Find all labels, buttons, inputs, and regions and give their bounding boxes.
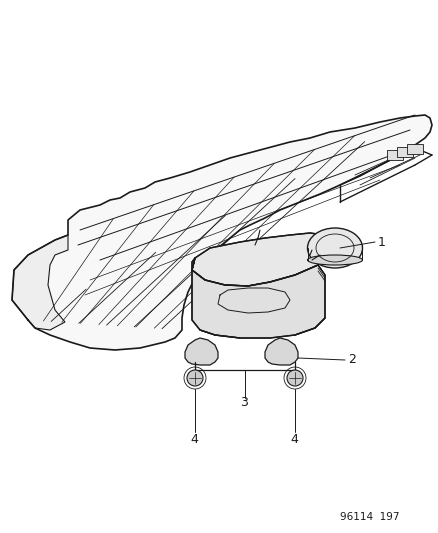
- Ellipse shape: [307, 228, 362, 268]
- Bar: [406, 144, 422, 154]
- Circle shape: [286, 370, 302, 386]
- Bar: [396, 147, 412, 157]
- Bar: [386, 150, 402, 160]
- Polygon shape: [265, 338, 297, 365]
- Text: 1: 1: [377, 237, 385, 249]
- Text: 96114  197: 96114 197: [339, 512, 399, 522]
- Polygon shape: [12, 235, 68, 330]
- Circle shape: [187, 370, 202, 386]
- Polygon shape: [12, 115, 431, 350]
- Text: 4: 4: [290, 433, 297, 447]
- Polygon shape: [191, 233, 331, 286]
- Polygon shape: [184, 338, 218, 365]
- Text: 4: 4: [190, 433, 198, 447]
- Polygon shape: [191, 258, 324, 338]
- Ellipse shape: [307, 255, 362, 265]
- Text: 3: 3: [240, 397, 247, 409]
- Text: 2: 2: [347, 353, 355, 367]
